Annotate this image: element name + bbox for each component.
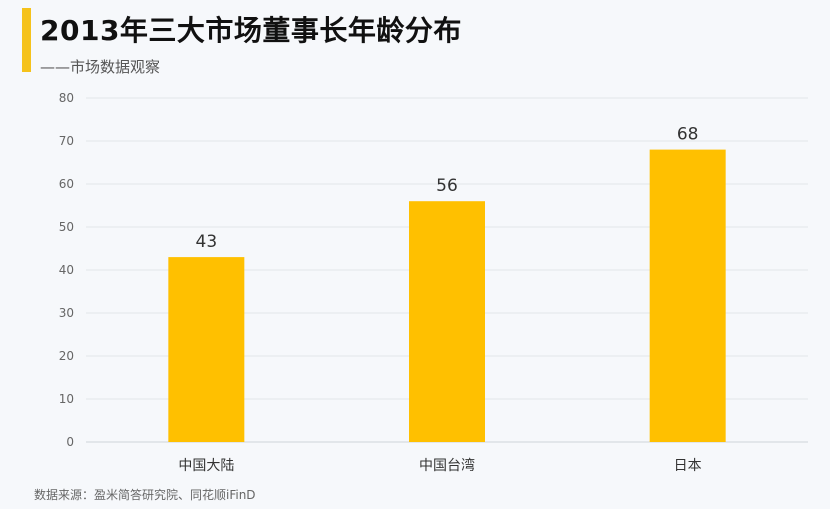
x-tick-label: 日本 bbox=[674, 458, 702, 474]
y-tick-label: 20 bbox=[59, 349, 74, 363]
y-tick-label: 60 bbox=[59, 177, 74, 191]
y-tick-label: 10 bbox=[59, 392, 74, 406]
y-tick-label: 0 bbox=[66, 435, 74, 449]
chart-subtitle: ——市场数据观察 bbox=[40, 58, 161, 76]
bar bbox=[168, 257, 245, 442]
title-accent-bar bbox=[22, 8, 31, 72]
data-label: 68 bbox=[677, 125, 699, 145]
y-tick-label: 50 bbox=[59, 220, 74, 234]
bar bbox=[409, 201, 485, 442]
data-label: 43 bbox=[196, 232, 218, 252]
y-tick-label: 40 bbox=[59, 263, 74, 277]
x-tick-label: 中国大陆 bbox=[178, 458, 234, 474]
y-tick-label: 30 bbox=[59, 306, 74, 320]
x-tick-label: 中国台湾 bbox=[419, 457, 475, 474]
chart-title: 2013年三大市场董事长年龄分布 bbox=[40, 14, 462, 47]
data-label: 56 bbox=[436, 176, 458, 196]
y-tick-label: 80 bbox=[59, 91, 74, 105]
y-tick-label: 70 bbox=[59, 134, 74, 148]
bar bbox=[649, 149, 726, 442]
source-note: 数据来源：盈米简答研究院、同花顺iFinD bbox=[34, 488, 256, 502]
